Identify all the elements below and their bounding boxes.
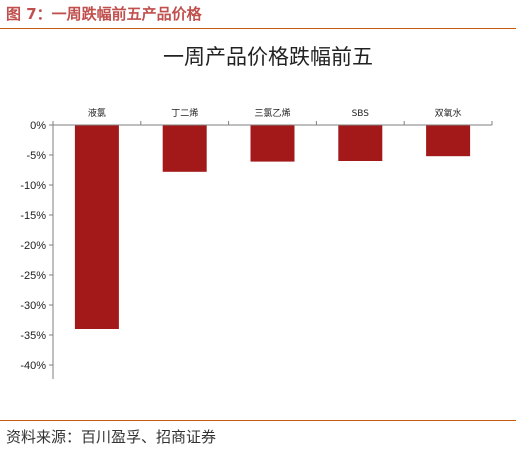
- y-tick-label: -35%: [20, 330, 46, 342]
- y-tick-label: -30%: [20, 300, 46, 312]
- source-note: 资料来源：百川盈孚、招商证券: [6, 428, 217, 446]
- category-label: 液氯: [88, 107, 106, 119]
- category-labels-group: 液氯 丁二烯 三氯乙烯 SBS 双氧水: [88, 107, 462, 119]
- chart-title: 一周产品价格跌幅前五: [163, 45, 373, 69]
- figure-caption: 图 7：一周跌幅前五产品价格: [6, 5, 202, 23]
- y-tick-label: -5%: [26, 150, 46, 162]
- category-label: SBS: [352, 109, 370, 119]
- y-tick-label: -10%: [20, 180, 46, 192]
- top-rule: [0, 28, 516, 29]
- y-tick-label: -40%: [20, 360, 46, 372]
- y-tick-label: -15%: [20, 210, 46, 222]
- bar: [250, 125, 295, 162]
- category-label: 双氧水: [435, 107, 462, 119]
- y-tick-label: -25%: [20, 270, 46, 282]
- category-label: 丁二烯: [171, 107, 198, 119]
- bar-chart: 一周产品价格跌幅前五 液氯 丁二烯 三氯乙烯 SBS 双氧水 0% -5% -10% -15%…: [20, 45, 493, 379]
- bars-group: [74, 125, 471, 329]
- bar: [338, 125, 383, 161]
- bottom-rule: [0, 420, 516, 421]
- y-tick-label: 0%: [30, 120, 46, 132]
- bar: [426, 125, 471, 157]
- bar: [162, 125, 207, 172]
- category-label: 三氯乙烯: [254, 107, 290, 119]
- bar: [74, 125, 119, 329]
- y-axis: 0% -5% -10% -15% -20% -25% -30% -35% -40%: [20, 120, 493, 379]
- y-tick-label: -20%: [20, 240, 46, 252]
